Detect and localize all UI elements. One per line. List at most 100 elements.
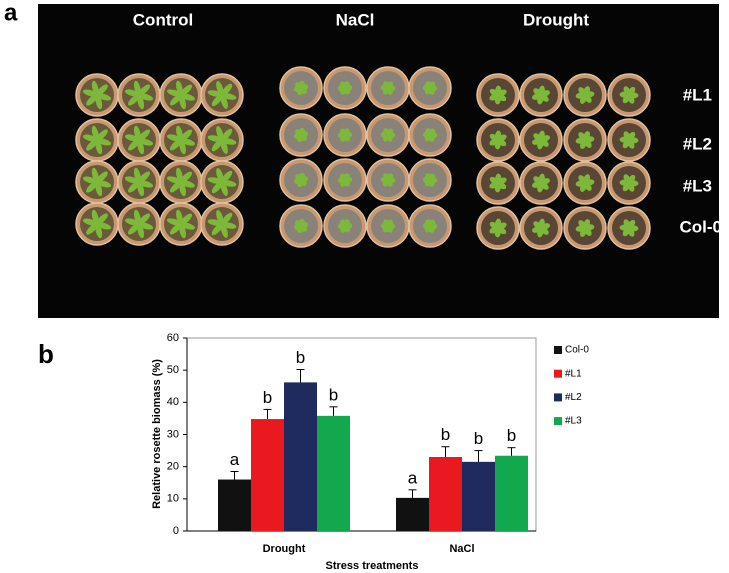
- y-axis-label: Relative rosette biomass (%): [151, 359, 163, 509]
- leaf: [532, 93, 542, 100]
- leaf: [169, 181, 182, 193]
- leaf: [583, 227, 592, 236]
- bar: [284, 382, 317, 531]
- leaf: [180, 213, 193, 225]
- row-label: #L3: [683, 176, 712, 195]
- legend-label: #L2: [565, 392, 582, 403]
- leaf: [176, 167, 183, 183]
- leaf: [221, 170, 233, 183]
- legend-label: #L1: [565, 368, 582, 379]
- leaf: [532, 181, 542, 188]
- leaf: [86, 139, 98, 151]
- legend-swatch: [554, 417, 562, 426]
- leaf: [176, 80, 183, 96]
- leaf: [166, 89, 182, 97]
- bar: [396, 497, 429, 531]
- leaf: [627, 131, 636, 141]
- leaf: [583, 139, 592, 148]
- leaf: [124, 89, 140, 97]
- leaf: [96, 213, 108, 225]
- leaf: [340, 179, 347, 187]
- leaf: [495, 218, 502, 229]
- leaf: [425, 81, 432, 89]
- bar: [317, 415, 350, 531]
- y-tick-label: 30: [167, 428, 179, 440]
- legend-label: Col-0: [565, 345, 589, 356]
- leaf: [387, 85, 396, 92]
- leaf: [180, 129, 193, 141]
- leaf: [532, 138, 542, 145]
- legend-label: #L3: [565, 416, 582, 427]
- leaf: [138, 93, 154, 101]
- leaf: [176, 125, 183, 141]
- leaf: [166, 218, 182, 226]
- pots: [75, 66, 651, 250]
- leaf: [86, 223, 98, 235]
- x-tick-label: Drought: [263, 543, 306, 555]
- leaf: [495, 130, 502, 141]
- leaf: [169, 94, 182, 106]
- leaf: [128, 139, 140, 151]
- leaf: [425, 173, 432, 181]
- leaf: [176, 209, 183, 225]
- significance-letter: b: [507, 426, 516, 445]
- leaf: [627, 86, 636, 96]
- bar: [251, 419, 284, 531]
- bar: [218, 479, 251, 531]
- x-tick-label: NaCl: [449, 543, 474, 555]
- leaf: [295, 220, 302, 227]
- leaf: [96, 84, 108, 96]
- leaf: [211, 223, 223, 236]
- leaf: [340, 225, 347, 233]
- panel-label: b: [38, 339, 54, 369]
- leaf: [124, 176, 140, 184]
- significance-letter: b: [296, 348, 305, 367]
- leaf: [138, 138, 154, 146]
- leaf: [124, 218, 140, 226]
- leaf: [138, 129, 150, 141]
- significance-letter: b: [441, 425, 450, 444]
- leaf: [86, 181, 98, 193]
- leaf: [180, 93, 196, 101]
- panel-label: a: [4, 0, 18, 26]
- row-label: #L1: [683, 85, 712, 104]
- leaf: [138, 213, 150, 225]
- bar: [495, 455, 528, 531]
- leaf: [627, 174, 636, 184]
- significance-letter: a: [408, 468, 418, 487]
- leaf: [128, 223, 140, 235]
- y-tick-label: 50: [167, 364, 179, 376]
- column-label: NaCl: [336, 10, 375, 29]
- leaf: [387, 177, 396, 184]
- leaf: [495, 85, 502, 96]
- leaf: [96, 171, 108, 183]
- leaf: [128, 181, 140, 193]
- leaf: [128, 94, 140, 106]
- leaf: [169, 139, 182, 151]
- leaf: [583, 94, 592, 103]
- leaf: [387, 223, 396, 230]
- leaf: [96, 129, 108, 141]
- y-tick-label: 10: [167, 493, 179, 505]
- leaf: [340, 134, 347, 142]
- leaf: [221, 83, 233, 96]
- leaf: [211, 181, 223, 194]
- x-axis-label: Stress treatments: [326, 560, 419, 572]
- legend-swatch: [554, 393, 562, 402]
- leaf: [495, 173, 502, 184]
- legend-swatch: [554, 346, 562, 354]
- leaf: [138, 222, 154, 230]
- column-label: Drought: [523, 10, 589, 29]
- row-label: Col-0: [680, 217, 723, 236]
- leaf: [180, 171, 193, 183]
- bar: [462, 461, 495, 531]
- column-label: Control: [133, 10, 193, 29]
- significance-letter: a: [230, 450, 240, 469]
- leaf: [124, 134, 140, 142]
- leaf: [180, 222, 196, 230]
- significance-letter: b: [474, 429, 483, 448]
- significance-letter: b: [263, 388, 272, 407]
- leaf: [86, 94, 98, 106]
- leaf: [425, 128, 432, 136]
